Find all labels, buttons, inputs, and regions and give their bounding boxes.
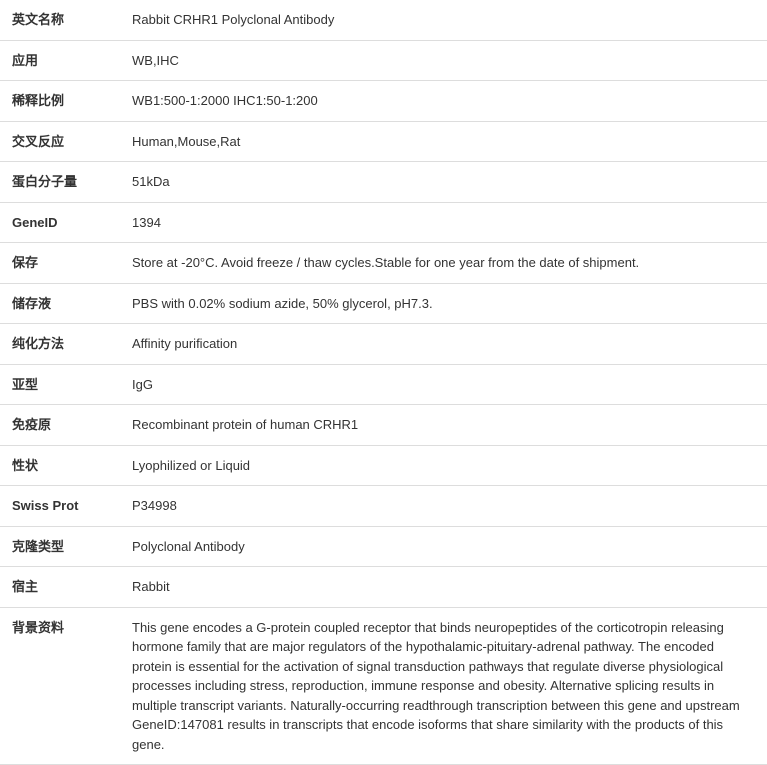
row-label: 背景资料 xyxy=(12,618,132,755)
row-label: 宿主 xyxy=(12,577,132,597)
table-row: 稀释比例 WB1:500-1:2000 IHC1:50-1:200 xyxy=(0,81,767,122)
row-label: 交叉反应 xyxy=(12,132,132,152)
row-label: 储存液 xyxy=(12,294,132,314)
row-label: GeneID xyxy=(12,213,132,233)
row-value: 1394 xyxy=(132,213,755,233)
table-row: 克隆类型 Polyclonal Antibody xyxy=(0,527,767,568)
table-row: 性状 Lyophilized or Liquid xyxy=(0,446,767,487)
row-value: Rabbit CRHR1 Polyclonal Antibody xyxy=(132,10,755,30)
table-row: 蛋白分子量 51kDa xyxy=(0,162,767,203)
table-row: 免疫原 Recombinant protein of human CRHR1 xyxy=(0,405,767,446)
table-row: 背景资料 This gene encodes a G-protein coupl… xyxy=(0,608,767,765)
table-row: 保存 Store at -20°C. Avoid freeze / thaw c… xyxy=(0,243,767,284)
row-label: 稀释比例 xyxy=(12,91,132,111)
row-label: 纯化方法 xyxy=(12,334,132,354)
row-value: Store at -20°C. Avoid freeze / thaw cycl… xyxy=(132,253,755,273)
row-value: Polyclonal Antibody xyxy=(132,537,755,557)
row-value: P34998 xyxy=(132,496,755,516)
row-value: Lyophilized or Liquid xyxy=(132,456,755,476)
table-row: 宿主 Rabbit xyxy=(0,567,767,608)
table-row: Swiss Prot P34998 xyxy=(0,486,767,527)
row-value: Rabbit xyxy=(132,577,755,597)
row-value: Human,Mouse,Rat xyxy=(132,132,755,152)
table-row: GeneID 1394 xyxy=(0,203,767,244)
table-row: 亚型 IgG xyxy=(0,365,767,406)
row-value: WB1:500-1:2000 IHC1:50-1:200 xyxy=(132,91,755,111)
row-label: 蛋白分子量 xyxy=(12,172,132,192)
row-label: 保存 xyxy=(12,253,132,273)
row-value: Affinity purification xyxy=(132,334,755,354)
row-label: Swiss Prot xyxy=(12,496,132,516)
row-label: 性状 xyxy=(12,456,132,476)
row-value: 51kDa xyxy=(132,172,755,192)
row-label: 亚型 xyxy=(12,375,132,395)
table-row: 交叉反应 Human,Mouse,Rat xyxy=(0,122,767,163)
row-value: IgG xyxy=(132,375,755,395)
row-value: This gene encodes a G-protein coupled re… xyxy=(132,618,755,755)
row-label: 克隆类型 xyxy=(12,537,132,557)
row-value: PBS with 0.02% sodium azide, 50% glycero… xyxy=(132,294,755,314)
row-value: WB,IHC xyxy=(132,51,755,71)
row-label: 免疫原 xyxy=(12,415,132,435)
table-row: 储存液 PBS with 0.02% sodium azide, 50% gly… xyxy=(0,284,767,325)
row-value: Recombinant protein of human CRHR1 xyxy=(132,415,755,435)
table-row: 应用 WB,IHC xyxy=(0,41,767,82)
row-label: 英文名称 xyxy=(12,10,132,30)
spec-table: 英文名称 Rabbit CRHR1 Polyclonal Antibody 应用… xyxy=(0,0,767,765)
table-row: 英文名称 Rabbit CRHR1 Polyclonal Antibody xyxy=(0,0,767,41)
row-label: 应用 xyxy=(12,51,132,71)
table-row: 纯化方法 Affinity purification xyxy=(0,324,767,365)
